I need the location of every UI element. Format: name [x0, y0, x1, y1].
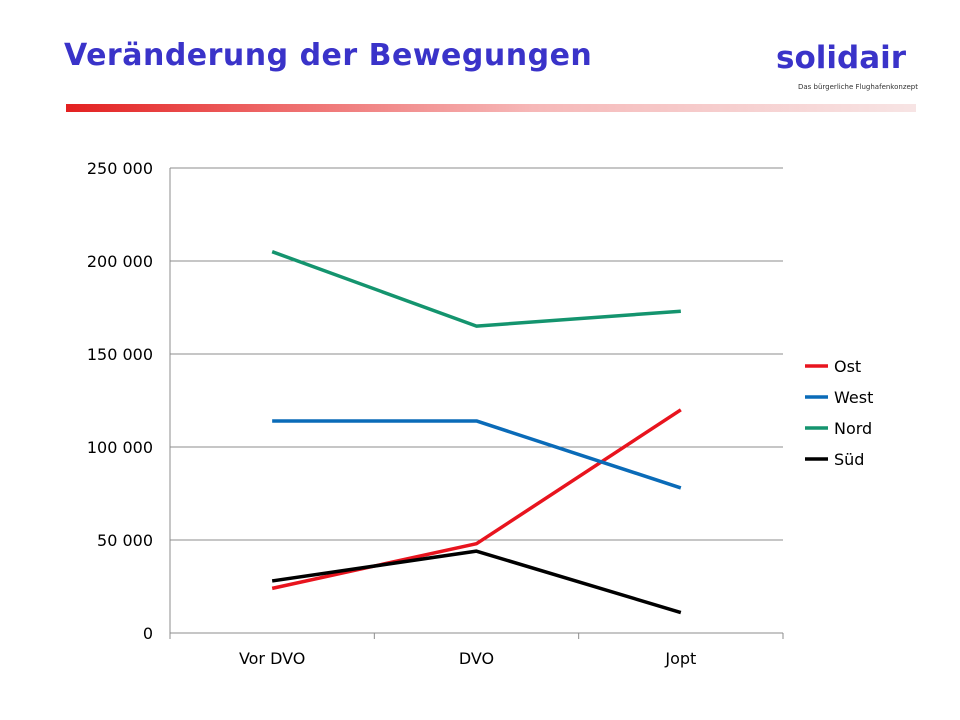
legend-label-ost: Ost: [834, 357, 861, 376]
brand-logo: solidair: [776, 40, 907, 76]
series-line-s-d: [271, 549, 682, 615]
y-tick-label: 0: [143, 624, 153, 643]
brand-tagline: Das bürgerliche Flughafenkonzept: [798, 83, 918, 91]
y-tick-label: 150 000: [87, 345, 153, 364]
legend-label-s-d: Süd: [834, 450, 864, 469]
y-tick-label: 200 000: [87, 252, 153, 271]
x-tick-label: DVO: [459, 649, 494, 668]
x-tick-label: Vor DVO: [239, 649, 305, 668]
y-tick-label: 250 000: [87, 159, 153, 178]
y-tick-label: 100 000: [87, 438, 153, 457]
page-title: Veränderung der Bewegungen: [64, 38, 593, 73]
y-tick-label: 50 000: [97, 531, 153, 550]
legend-label-nord: Nord: [834, 419, 872, 438]
legend-label-west: West: [834, 388, 873, 407]
header-gradient-rule: [66, 104, 916, 112]
series-line-ost: [271, 408, 682, 591]
series-line-west: [272, 419, 682, 490]
x-tick-label: Jopt: [664, 649, 696, 668]
series-line-nord: [271, 250, 681, 328]
